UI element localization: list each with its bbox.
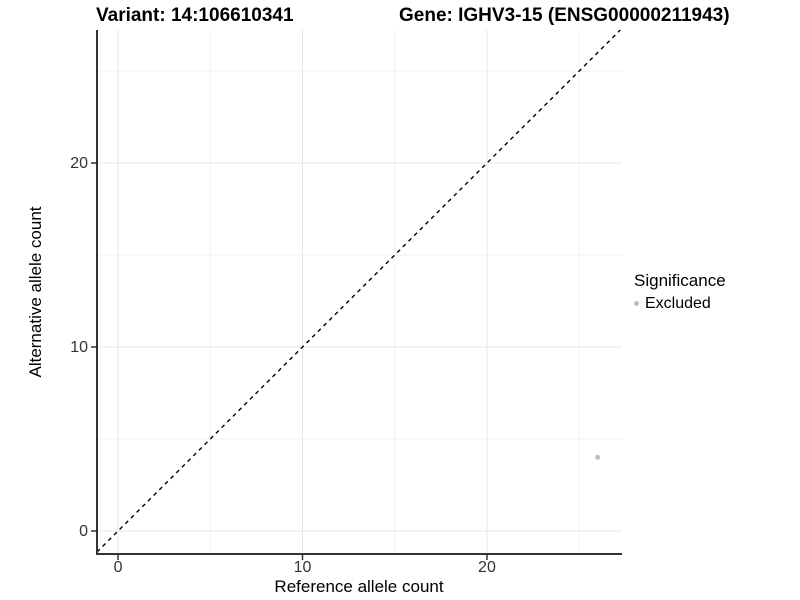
plot-title-gene: Gene: IGHV3-15 (ENSG00000211943)	[399, 5, 730, 26]
y-tick-label: 20	[70, 154, 88, 172]
data-point	[595, 454, 601, 460]
y-axis-title: Alternative allele count	[26, 206, 45, 378]
identity-dashed-line	[96, 29, 621, 553]
y-tick-label: 0	[79, 522, 88, 540]
plot-canvas	[91, 29, 622, 560]
legend-item-label: Excluded	[645, 294, 711, 312]
legend-items: Excluded	[634, 294, 726, 313]
y-tick-label: 10	[70, 338, 88, 356]
x-axis-title: Reference allele count	[274, 577, 444, 596]
x-tick-label: 0	[113, 559, 123, 576]
legend-title: Significance	[634, 271, 726, 290]
legend-item: Excluded	[634, 294, 726, 313]
legend-key-point-icon	[634, 301, 639, 306]
x-tick-label: 20	[478, 559, 496, 576]
x-tick-label: 10	[293, 559, 312, 576]
plot-title-variant: Variant: 14:106610341	[96, 5, 294, 26]
plot-panel	[91, 29, 622, 560]
legend: Significance Excluded	[634, 271, 726, 313]
